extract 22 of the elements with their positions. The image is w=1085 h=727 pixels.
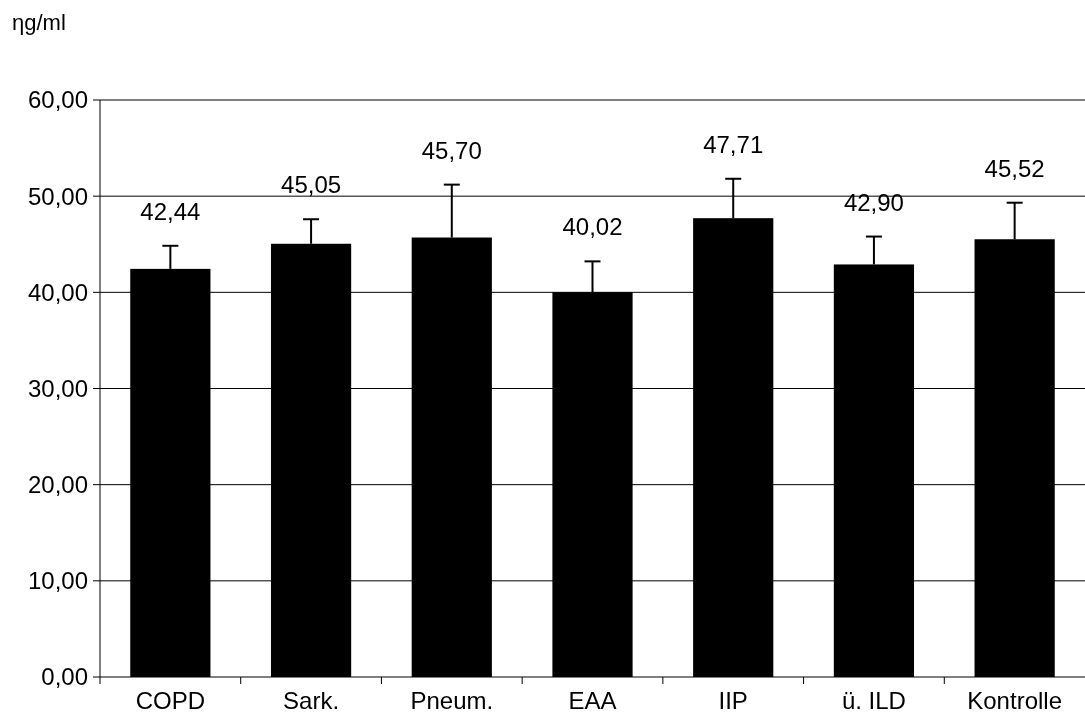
x-tick-label: COPD [135,687,206,714]
data-label: 40,02 [562,213,623,241]
data-label: 45,52 [984,154,1045,182]
data-label: 45,05 [281,171,342,199]
data-label: 47,71 [703,130,764,158]
x-tick-label: IIP [718,687,748,714]
y-tick-label: 10,00 [27,567,88,595]
x-tick-label: Sark. [283,687,340,714]
y-tick-label: 60,00 [27,86,88,114]
x-tick-label: EAA [568,687,617,714]
x-tick-label: ü. ILD [841,687,906,714]
x-tick-label: Pneum. [410,687,494,714]
y-axis-title: ηg/ml [12,10,66,35]
y-tick-label: 30,00 [27,374,88,402]
y-tick-label: 20,00 [27,471,88,499]
data-label: 45,70 [421,136,482,164]
x-tick-label: Kontrolle [967,687,1063,714]
y-tick-label: 0,00 [41,663,88,691]
data-label: 42,90 [843,188,904,216]
data-label: 42,44 [140,197,201,225]
y-tick-label: 40,00 [27,278,88,306]
y-tick-label: 50,00 [27,182,88,210]
